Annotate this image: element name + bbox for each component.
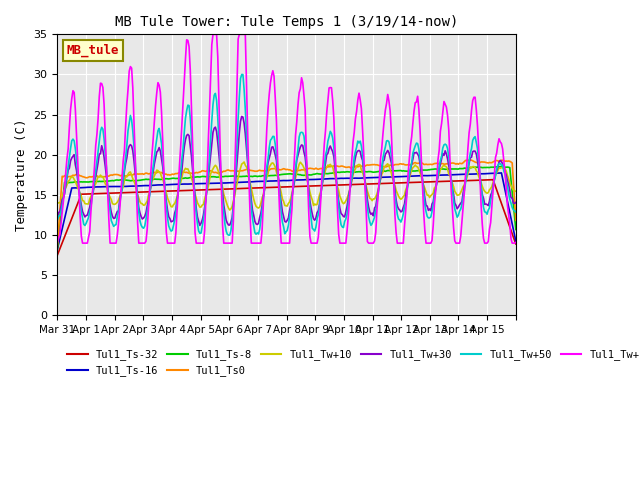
Tul1_Ts-16: [69, 185, 77, 191]
Tul1_Tw+10: [451, 189, 459, 194]
Tul1_Tw+10: [512, 189, 520, 194]
Y-axis label: Temperature (C): Temperature (C): [15, 119, 28, 231]
Tul1_Ts-32: [489, 177, 497, 182]
Tul1_Tw+30: [512, 200, 520, 205]
Line: Tul1_Tw+10: Tul1_Tw+10: [58, 162, 516, 210]
Tul1_Tw+10: [69, 174, 77, 180]
Tul1_Tw+30: [196, 223, 204, 228]
Tul1_Ts0: [512, 217, 520, 223]
Tul1_Tw+50: [451, 206, 459, 212]
Tul1_Tw+30: [511, 201, 518, 206]
Line: Tul1_Tw+30: Tul1_Tw+30: [58, 117, 516, 226]
Tul1_Ts-8: [380, 168, 388, 174]
Tul1_Ts0: [449, 160, 456, 166]
Tul1_Tw+30: [451, 200, 459, 206]
Tul1_Tw+100: [383, 101, 390, 107]
Line: Tul1_Ts-16: Tul1_Ts-16: [58, 173, 516, 249]
Tul1_Ts-16: [289, 177, 297, 183]
Line: Tul1_Tw+50: Tul1_Tw+50: [58, 74, 516, 235]
Tul1_Tw+50: [54, 217, 61, 223]
Tul1_Ts0: [509, 179, 517, 185]
Tul1_Ts-8: [509, 202, 517, 208]
Tul1_Tw+50: [512, 209, 520, 215]
Tul1_Tw+10: [511, 188, 518, 193]
Tul1_Tw+50: [69, 136, 77, 142]
Tul1_Ts-8: [289, 171, 297, 177]
Tul1_Ts-8: [83, 179, 91, 185]
Tul1_Tw+100: [512, 240, 520, 245]
Tul1_Tw+30: [383, 150, 390, 156]
Tul1_Tw+100: [511, 240, 518, 246]
Tul1_Ts-16: [449, 172, 456, 178]
Tul1_Ts-16: [509, 227, 517, 232]
Tul1_Ts-32: [54, 252, 61, 258]
Tul1_Tw+10: [226, 207, 234, 213]
Tul1_Ts-8: [449, 166, 456, 172]
Line: Tul1_Tw+100: Tul1_Tw+100: [58, 35, 516, 243]
Tul1_Ts-32: [512, 241, 520, 247]
Tul1_Tw+50: [83, 217, 91, 223]
Tul1_Ts-32: [83, 191, 91, 197]
Tul1_Ts-16: [380, 174, 388, 180]
Text: MB_tule: MB_tule: [67, 44, 119, 57]
Tul1_Tw+30: [292, 168, 300, 174]
Tul1_Tw+30: [69, 153, 77, 159]
Tul1_Tw+100: [79, 240, 86, 246]
Tul1_Tw+100: [209, 32, 217, 37]
Tul1_Tw+10: [383, 162, 390, 168]
Line: Tul1_Ts-8: Tul1_Ts-8: [58, 167, 516, 249]
Tul1_Ts-8: [512, 227, 520, 232]
Tul1_Tw+10: [240, 159, 248, 165]
Tul1_Tw+50: [511, 208, 518, 214]
Tul1_Tw+100: [69, 88, 77, 94]
Tul1_Ts-16: [512, 238, 520, 244]
Tul1_Ts0: [380, 164, 388, 169]
Tul1_Ts-16: [54, 246, 61, 252]
Tul1_Ts0: [69, 172, 77, 178]
Tul1_Ts-8: [54, 246, 61, 252]
Tul1_Ts-16: [83, 184, 91, 190]
Tul1_Tw+100: [292, 132, 300, 138]
Tul1_Ts-16: [497, 170, 505, 176]
Tul1_Tw+10: [292, 175, 300, 180]
Tul1_Ts-32: [380, 180, 388, 186]
Tul1_Ts0: [464, 157, 472, 163]
Tul1_Tw+10: [83, 201, 91, 207]
Tul1_Ts-32: [509, 234, 517, 240]
Tul1_Ts0: [289, 168, 297, 174]
Title: MB Tule Tower: Tule Temps 1 (3/19/14-now): MB Tule Tower: Tule Temps 1 (3/19/14-now…: [115, 15, 458, 29]
Tul1_Ts0: [54, 243, 61, 249]
Tul1_Ts-32: [449, 178, 456, 184]
Tul1_Ts-8: [494, 164, 502, 169]
Tul1_Tw+50: [383, 138, 390, 144]
Tul1_Tw+30: [238, 114, 246, 120]
Tul1_Tw+50: [238, 72, 246, 77]
Tul1_Tw+50: [225, 232, 232, 238]
Tul1_Tw+100: [451, 238, 459, 244]
Tul1_Tw+30: [54, 214, 61, 220]
Line: Tul1_Ts-32: Tul1_Ts-32: [58, 180, 516, 255]
Legend: Tul1_Ts-32, Tul1_Ts-16, Tul1_Ts-8, Tul1_Ts0, Tul1_Tw+10, Tul1_Tw+30, Tul1_Tw+50,: Tul1_Ts-32, Tul1_Ts-16, Tul1_Ts-8, Tul1_…: [63, 345, 640, 381]
Tul1_Tw+100: [84, 235, 92, 240]
Tul1_Tw+10: [54, 200, 61, 205]
Tul1_Ts-32: [289, 184, 297, 190]
Tul1_Tw+30: [83, 212, 91, 218]
Tul1_Ts-8: [69, 180, 77, 185]
Tul1_Tw+50: [292, 165, 300, 170]
Tul1_Ts0: [83, 175, 91, 180]
Line: Tul1_Ts0: Tul1_Ts0: [58, 160, 516, 246]
Tul1_Ts-32: [69, 213, 77, 218]
Tul1_Tw+100: [54, 240, 61, 245]
